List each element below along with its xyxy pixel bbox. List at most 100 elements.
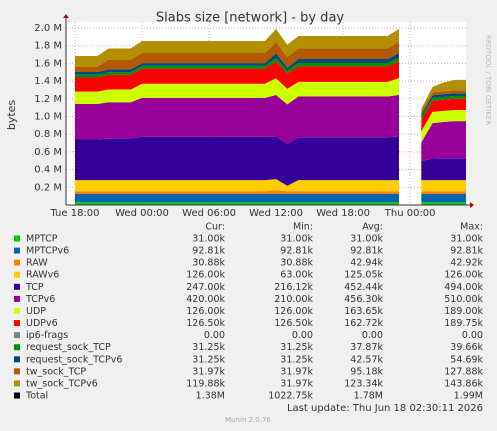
y-label: bytes xyxy=(5,100,18,131)
area xyxy=(75,190,466,195)
legend-stat: 37.87k xyxy=(350,342,383,353)
legend-stat: 42.92k xyxy=(450,258,483,269)
y-tick-label: 1.6 M xyxy=(34,58,62,69)
legend-header: Cur: xyxy=(205,222,225,233)
legend-stat: 31.00k xyxy=(280,234,313,245)
legend-stat: 42.57k xyxy=(350,354,383,365)
legend-stat: 31.25k xyxy=(192,354,225,365)
y-tick-label: 1.2 M xyxy=(34,94,62,105)
legend-stat: 30.88k xyxy=(192,258,225,269)
legend-stat: 420.00k xyxy=(186,294,225,305)
legend-label: MPTCP xyxy=(26,234,58,245)
legend-stat: 42.94k xyxy=(350,258,383,269)
legend-stat: 247.00k xyxy=(186,282,225,293)
area xyxy=(75,194,466,203)
legend-label: ip6-frags xyxy=(26,330,68,341)
x-arrow xyxy=(470,202,474,208)
area xyxy=(75,136,466,186)
legend-stat: 127.88k xyxy=(444,366,483,377)
legend-swatch xyxy=(14,247,20,254)
legend-label: MPTCPv6 xyxy=(26,246,69,257)
legend-label: RAWv6 xyxy=(26,270,59,281)
legend-label: tw_sock_TCP xyxy=(26,366,86,377)
legend-swatch xyxy=(14,344,20,351)
legend: Cur: Min: Avg: Max: MPTCP 31.00k 31.00k 31.00k 3… xyxy=(14,222,483,402)
x-tick-label: Wed 00:00 xyxy=(115,208,169,219)
legend-stat: 31.25k xyxy=(280,354,313,365)
y-tick-label: 0.6 M xyxy=(34,147,62,158)
legend-swatch xyxy=(14,392,20,399)
legend-swatch xyxy=(14,307,20,314)
legend-stat: 163.65k xyxy=(344,306,383,317)
legend-stat: 31.97k xyxy=(280,366,313,377)
y-tick-label: 1.8 M xyxy=(34,41,62,52)
legend-stat: 95.18k xyxy=(350,366,383,377)
legend-stat: 510.00k xyxy=(444,294,483,305)
legend-stat: 126.00k xyxy=(186,306,225,317)
legend-stat: 0.00 xyxy=(292,330,313,341)
legend-label: TCPv6 xyxy=(25,294,55,305)
y-tick-label: 0.4 M xyxy=(34,165,62,176)
legend-label: request_sock_TCP xyxy=(26,342,111,353)
area xyxy=(75,202,466,205)
legend-swatch xyxy=(14,320,20,327)
legend-stat: 119.88k xyxy=(186,378,225,389)
legend-swatch xyxy=(14,332,20,339)
legend-stat: 126.50k xyxy=(274,318,313,329)
legend-stat: 30.88k xyxy=(280,258,313,269)
legend-stat: 31.00k xyxy=(450,234,483,245)
y-arrow xyxy=(63,14,69,18)
legend-stat: 54.69k xyxy=(450,354,483,365)
legend-stat: 162.72k xyxy=(344,318,383,329)
legend-stat: 63.00k xyxy=(280,270,313,281)
legend-stat: 0.00 xyxy=(362,330,383,341)
legend-stat: 216.12k xyxy=(274,282,313,293)
legend-stat: 31.25k xyxy=(280,342,313,353)
legend-stat: 189.00k xyxy=(444,306,483,317)
legend-swatch xyxy=(14,259,20,266)
legend-label: Total xyxy=(25,391,48,402)
area xyxy=(75,28,466,112)
legend-label: UDPv6 xyxy=(26,318,58,329)
legend-stat: 1.38M xyxy=(196,391,225,402)
legend-swatch xyxy=(14,356,20,363)
y-tick-label: 2.0 M xyxy=(34,23,62,34)
legend-stat: 1.99M xyxy=(454,391,483,402)
area xyxy=(75,78,466,143)
last-update: Last update: Thu Jun 18 02:30:11 2026 xyxy=(287,403,483,414)
legend-stat: 494.00k xyxy=(444,282,483,293)
legend-header: Avg: xyxy=(362,222,383,233)
legend-stat: 1022.75k xyxy=(268,391,313,402)
legend-stat: 31.97k xyxy=(192,366,225,377)
legend-header: Max: xyxy=(460,222,483,233)
footer: Munin 2.0.76 xyxy=(225,416,271,424)
chart-title: Slabs size [network] - by day xyxy=(156,11,345,26)
x-tick-label: Wed 18:00 xyxy=(316,208,370,219)
legend-swatch xyxy=(14,380,20,387)
legend-stat: 31.00k xyxy=(192,234,225,245)
area xyxy=(75,94,466,162)
x-tick-label: Wed 12:00 xyxy=(249,208,303,219)
legend-swatch xyxy=(14,271,20,278)
legend-stat: 143.86k xyxy=(444,378,483,389)
legend-stat: 31.97k xyxy=(280,378,313,389)
x-tick-label: Wed 06:00 xyxy=(182,208,236,219)
legend-label: UDP xyxy=(26,306,46,317)
legend-swatch xyxy=(14,283,20,290)
legend-swatch xyxy=(14,295,20,302)
legend-label: tw_sock_TCPv6 xyxy=(26,378,98,389)
legend-swatch xyxy=(14,368,20,375)
legend-stat: 92.81k xyxy=(280,246,313,257)
legend-swatch xyxy=(14,235,20,242)
legend-stat: 0.00 xyxy=(462,330,483,341)
area xyxy=(75,179,466,192)
legend-stat: 92.81k xyxy=(350,246,383,257)
legend-stat: 452.44k xyxy=(344,282,383,293)
legend-label: TCP xyxy=(25,282,44,293)
y-tick-label: 1.4 M xyxy=(34,76,62,87)
y-tick-label: 1.0 M xyxy=(34,112,62,123)
legend-stat: 456.30k xyxy=(344,294,383,305)
legend-stat: 126.00k xyxy=(444,270,483,281)
